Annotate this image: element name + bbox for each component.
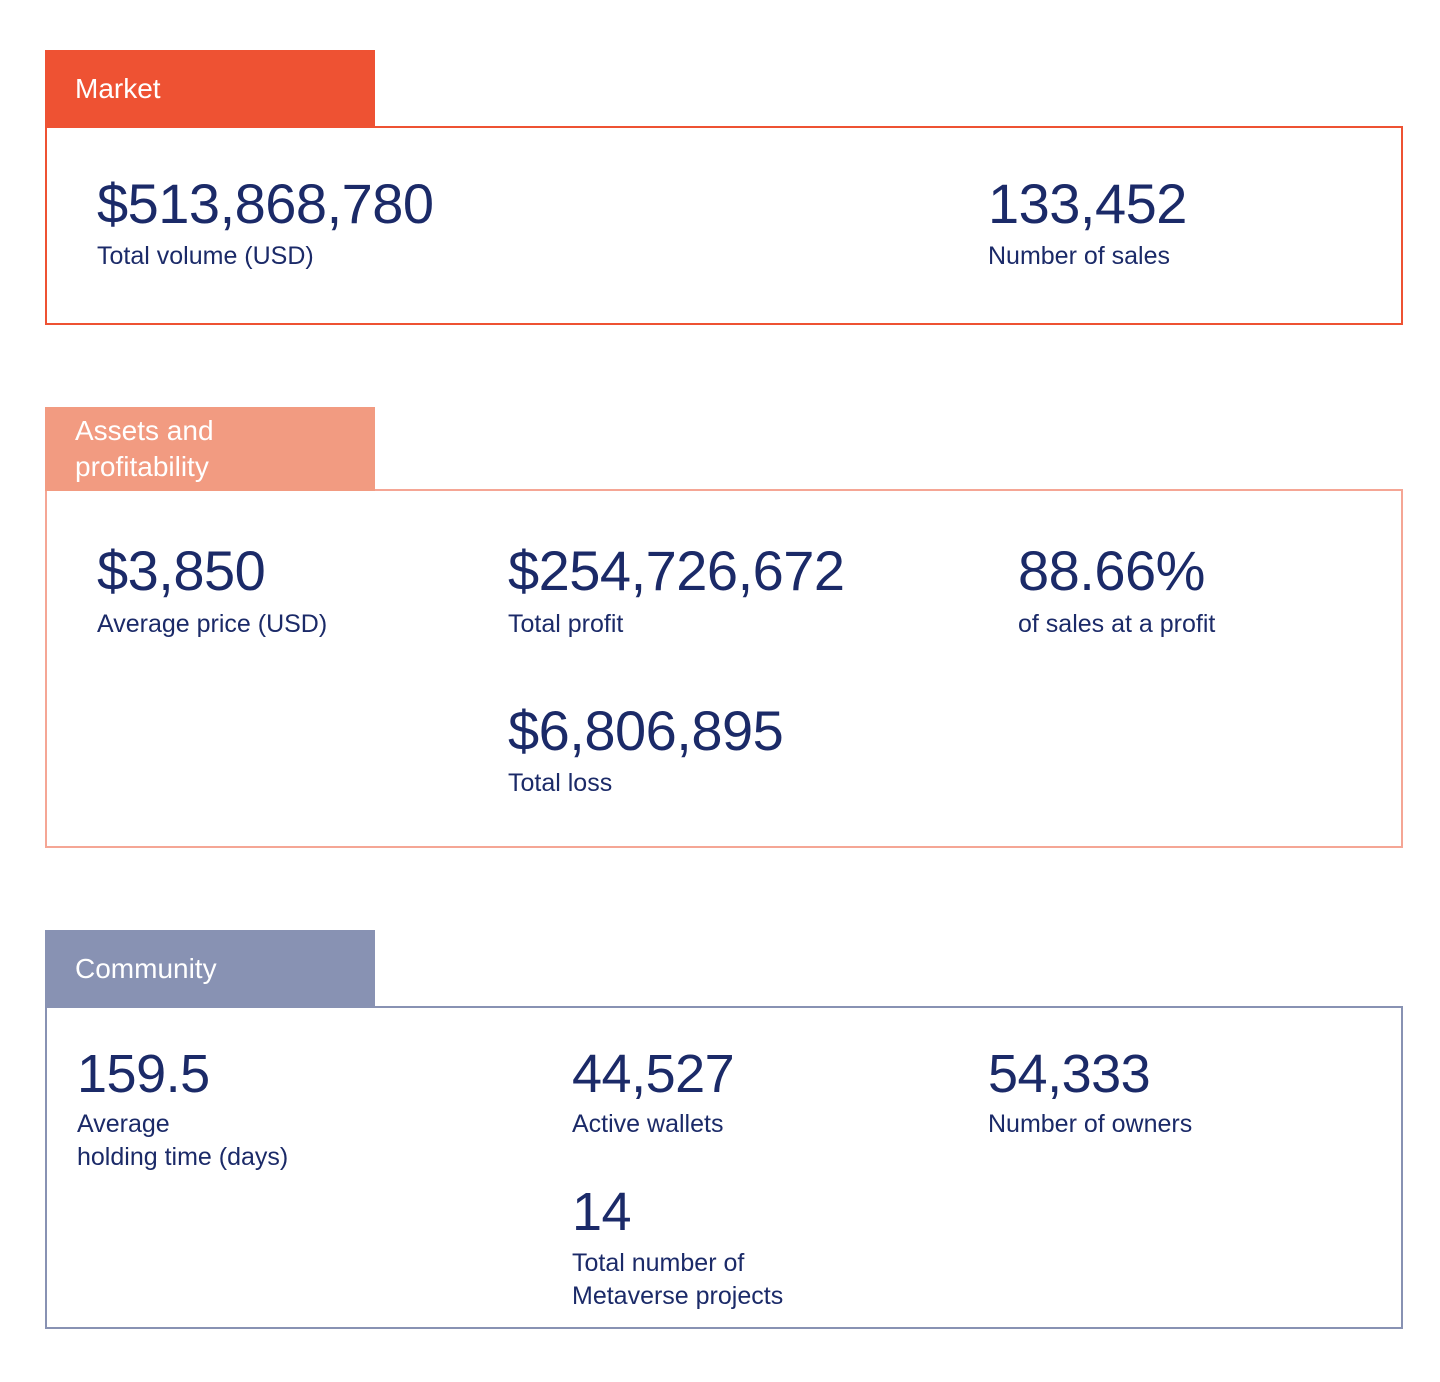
stat-value: $6,806,895 xyxy=(508,698,784,762)
stat-value: 44,527 xyxy=(572,1043,735,1104)
stat-value: $3,850 xyxy=(97,539,266,603)
stat-row: 159.5 Average holding time (days) 44,527… xyxy=(77,1044,1351,1174)
stat-label: Average price (USD) xyxy=(97,609,328,638)
stat-label: Total volume (USD) xyxy=(97,242,314,271)
stat-number-of-owners: 54,333 Number of owners xyxy=(988,1044,1351,1174)
stat-number-of-sales: 133,452 Number of sales xyxy=(988,172,1351,273)
stat-value: $513,868,780 xyxy=(97,172,434,235)
stat-value: 88.66% xyxy=(1018,539,1205,603)
stat-total-loss: $6,806,895 Total loss xyxy=(508,699,1018,800)
stat-label: Total profit xyxy=(508,609,624,638)
stat-value: 14 xyxy=(572,1182,632,1243)
stat-average-holding-time: 159.5 Average holding time (days) xyxy=(77,1044,572,1174)
stat-value: $254,726,672 xyxy=(508,539,845,603)
stat-label: Number of owners xyxy=(988,1110,1193,1139)
stat-average-price: $3,850 Average price (USD) xyxy=(97,539,508,640)
stat-label: of sales at a profit xyxy=(1018,609,1216,638)
section-market: Market $513,868,780 Total volume (USD) 1… xyxy=(45,50,1403,326)
stat-label: Total number of Metaverse projects xyxy=(572,1248,784,1310)
stat-value: 133,452 xyxy=(988,172,1187,235)
stat-row: $513,868,780 Total volume (USD) 133,452 … xyxy=(97,172,1351,273)
empty-cell xyxy=(77,1182,572,1312)
stat-sales-at-profit: 88.66% of sales at a profit xyxy=(1018,539,1351,640)
stat-row: $3,850 Average price (USD) $254,726,672 … xyxy=(97,539,1351,640)
stat-value: 54,333 xyxy=(988,1043,1151,1104)
section-box-market: $513,868,780 Total volume (USD) 133,452 … xyxy=(45,126,1403,326)
stat-label: Average holding time (days) xyxy=(77,1110,289,1172)
section-box-community: 159.5 Average holding time (days) 44,527… xyxy=(45,1005,1403,1329)
stat-row: 14 Total number of Metaverse projects xyxy=(77,1182,1351,1312)
section-tab-assets-profitability: Assets and profitability xyxy=(45,407,375,492)
stat-label: Active wallets xyxy=(572,1110,724,1139)
section-assets-profitability: Assets and profitability $3,850 Average … xyxy=(45,407,1403,848)
stat-total-profit: $254,726,672 Total profit xyxy=(508,539,1018,640)
stat-active-wallets: 44,527 Active wallets xyxy=(572,1044,988,1174)
section-community: Community 159.5 Average holding time (da… xyxy=(45,929,1403,1329)
section-tab-market: Market xyxy=(45,50,375,128)
stat-label: Total loss xyxy=(508,768,613,797)
stat-row: $6,806,895 Total loss xyxy=(97,699,1351,800)
section-tab-community: Community xyxy=(45,929,375,1008)
empty-cell xyxy=(97,699,508,800)
stat-metaverse-projects: 14 Total number of Metaverse projects xyxy=(572,1182,988,1312)
stat-label: Number of sales xyxy=(988,242,1171,271)
section-box-assets-profitability: $3,850 Average price (USD) $254,726,672 … xyxy=(45,489,1403,848)
stat-total-volume: $513,868,780 Total volume (USD) xyxy=(97,172,988,273)
stat-value: 159.5 xyxy=(77,1043,210,1104)
